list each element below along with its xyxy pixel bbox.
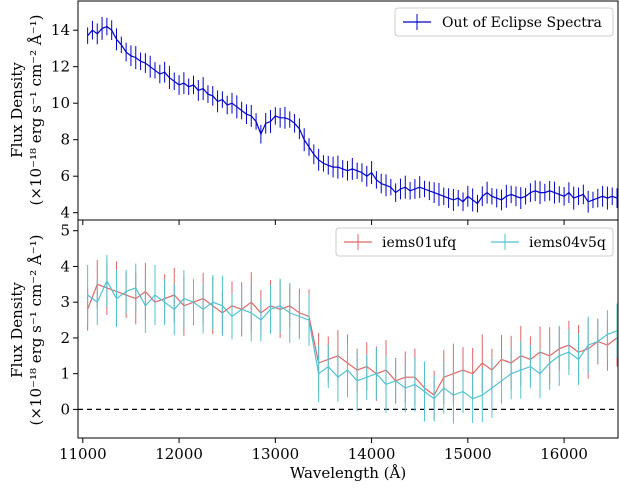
top-ytick-label: 12 — [51, 58, 70, 76]
bottom-series-line-iems04v5q — [87, 279, 618, 400]
bottom-ylabel-line1: Flux Density — [8, 282, 26, 378]
bottom-ytick-label: 1 — [60, 365, 70, 383]
legend-label-iems01ufq: iems01ufq — [382, 235, 456, 251]
bottom-legend: iems01ufq iems04v5q — [335, 227, 614, 257]
bottom-ytick-label: 5 — [60, 222, 70, 240]
bottom-tick-marks: 0 1 2 3 4 5 11000 12000 13000 14000 15000 16000 — [59, 222, 588, 463]
top-panel: 4 6 8 10 12 14 Flux Density (×10⁻¹⁸ erg s⁻¹ c… — [8, 0, 619, 225]
bottom-ylabel-line2: (×10⁻¹⁸ erg s⁻¹ cm⁻² Å⁻¹) — [27, 235, 45, 426]
bottom-panel: 0 1 2 3 4 5 11000 12000 13000 14000 15000 16000 Flu… — [8, 219, 619, 482]
bottom-ytick-label: 4 — [60, 257, 70, 275]
xtick-label: 13000 — [251, 445, 299, 463]
top-ytick-label: 4 — [60, 204, 70, 222]
top-ytick-label: 14 — [51, 21, 70, 39]
top-ytick-label: 10 — [51, 94, 70, 112]
top-ytick-label: 6 — [60, 167, 70, 185]
top-ylabel-line2: (×10⁻¹⁸ erg s⁻¹ cm⁻² Å⁻¹) — [27, 15, 45, 206]
xtick-label: 12000 — [155, 445, 203, 463]
bottom-plot-frame — [77, 219, 619, 439]
xtick-label: 15000 — [444, 445, 492, 463]
legend-label-iems04v5q: iems04v5q — [529, 235, 606, 251]
bottom-ytick-label: 3 — [60, 293, 70, 311]
top-tick-marks: 4 6 8 10 12 14 — [51, 21, 565, 225]
top-series — [87, 16, 618, 213]
top-ylabel-line1: Flux Density — [8, 62, 26, 158]
top-legend: Out of Eclipse Spectra — [394, 7, 614, 37]
x-axis-title: Wavelength (Å) — [290, 464, 406, 482]
bottom-ytick-label: 2 — [60, 329, 70, 347]
top-legend-label: Out of Eclipse Spectra — [442, 15, 602, 31]
xtick-label: 11000 — [59, 445, 107, 463]
top-ytick-label: 8 — [60, 131, 70, 149]
bottom-series — [87, 255, 618, 424]
bottom-series-line-iems01ufq — [87, 283, 618, 396]
xtick-label: 16000 — [540, 445, 588, 463]
bottom-ytick-label: 0 — [60, 400, 70, 418]
top-legend-box — [394, 7, 614, 37]
bottom-legend-box — [335, 227, 614, 257]
xtick-label: 14000 — [348, 445, 396, 463]
top-series-line-out-of-eclipse-spectra — [87, 25, 618, 205]
